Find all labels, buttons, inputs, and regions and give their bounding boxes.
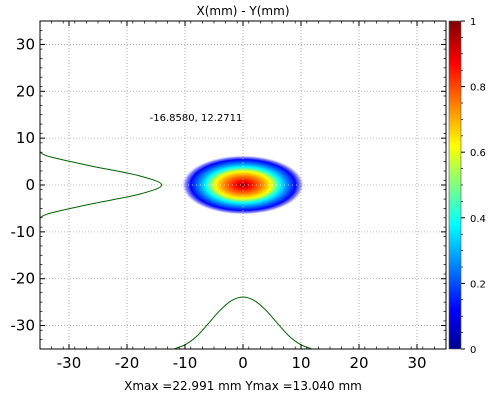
y-profile-curve: [40, 151, 163, 219]
colorbar-tick-label: 0.6: [470, 148, 486, 159]
y-tick-label: 20: [16, 82, 35, 100]
grid-lines: [40, 21, 446, 349]
colorbar: [448, 20, 462, 350]
beam-spot-heatmap: [181, 155, 305, 215]
beam-width-readout: Xmax =22.991 mm Ymax =13.040 mm: [124, 379, 362, 393]
y-tick-label: 30: [16, 35, 35, 53]
colorbar-tick-label: 1: [470, 17, 476, 28]
y-tick-label: -20: [11, 270, 36, 288]
axis-ticks: -30 -20 -10 0 10 20 30 30 20 10 0 -10 -20 -30: [11, 20, 447, 372]
cursor-readout: -16.8580, 12.2711: [150, 113, 243, 124]
x-profile-curve: [173, 296, 313, 349]
x-tick-label: -10: [173, 354, 198, 372]
x-tick-label: 20: [349, 354, 368, 372]
colorbar-ticks: 0 0.2 0.4 0.6 0.8 1: [461, 17, 486, 356]
y-tick-label: -10: [11, 223, 36, 241]
x-tick-label: -30: [57, 354, 82, 372]
x-tick-label: 0: [238, 354, 248, 372]
chart-title: X(mm) - Y(mm): [197, 4, 290, 18]
y-tick-label: 0: [25, 176, 35, 194]
colorbar-tick-label: 0.8: [470, 83, 486, 94]
x-tick-label: 30: [407, 354, 426, 372]
y-tick-label: 10: [16, 129, 35, 147]
colorbar-tick-label: 0.2: [470, 279, 486, 290]
colorbar-tick-label: 0: [470, 345, 476, 356]
y-tick-label: -30: [11, 317, 36, 335]
colorbar-tick-label: 0.4: [470, 214, 486, 225]
x-tick-label: -20: [115, 354, 140, 372]
x-tick-label: 10: [291, 354, 310, 372]
